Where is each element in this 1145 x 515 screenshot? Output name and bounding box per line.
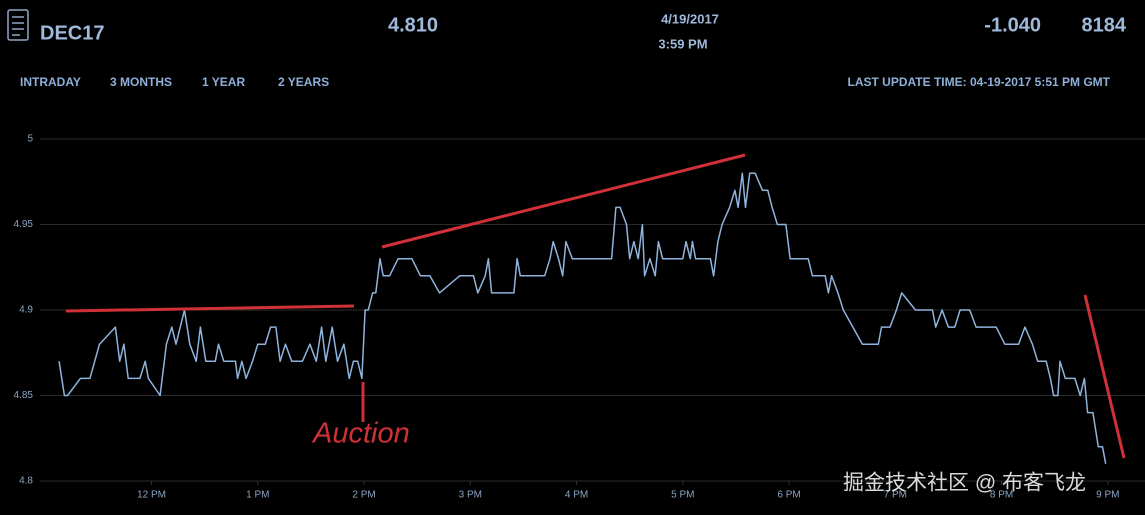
annotation: Auction [311, 418, 410, 450]
y-tick-label: 5 [27, 134, 33, 145]
tab[interactable]: 2 YEARS [278, 75, 329, 89]
symbol-icon [7, 9, 29, 41]
tab[interactable]: INTRADAY [20, 75, 81, 89]
x-tick-label: 9 PM [1096, 490, 1119, 501]
price-line [58, 172, 1107, 465]
x-tick-label: 1 PM [246, 490, 269, 501]
x-tick-label: 4 PM [565, 490, 588, 501]
x-tick-label: 2 PM [352, 490, 375, 501]
y-tick-label: 4.8 [19, 476, 33, 487]
x-tick-label: 7 PM [884, 490, 907, 501]
last-update: LAST UPDATE TIME: 04-19-2017 5:51 PM GMT [848, 75, 1111, 89]
volume: 8184 [1082, 14, 1127, 36]
change: -1.040 [984, 14, 1041, 36]
x-tick-label: 5 PM [671, 490, 694, 501]
x-tick-label: 12 PM [137, 490, 166, 501]
y-tick-label: 4.9 [19, 305, 33, 316]
time: 3:59 PM [658, 36, 707, 51]
annotation-strokes [65, 153, 1126, 459]
plot: 5 4.95 4.9 4.85 4.8 12 PM 1 PM 2 PM 3 PM 4 PM 5 PM… [14, 134, 1145, 501]
x-tick-label: 3 PM [459, 490, 482, 501]
symbol: DEC17 [40, 22, 104, 44]
y-tick-label: 4.85 [14, 390, 34, 401]
tab[interactable]: 3 MONTHS [110, 75, 172, 89]
x-tick-label: 8 PM [990, 490, 1013, 501]
y-tick-label: 4.95 [14, 219, 34, 230]
date: 4/19/2017 [661, 11, 719, 26]
x-tick-label: 6 PM [777, 490, 800, 501]
watermark: 掘金技术社区 @ 布客飞龙 [843, 472, 1086, 495]
price: 4.810 [388, 14, 438, 36]
tab[interactable]: 1 YEAR [202, 75, 245, 89]
